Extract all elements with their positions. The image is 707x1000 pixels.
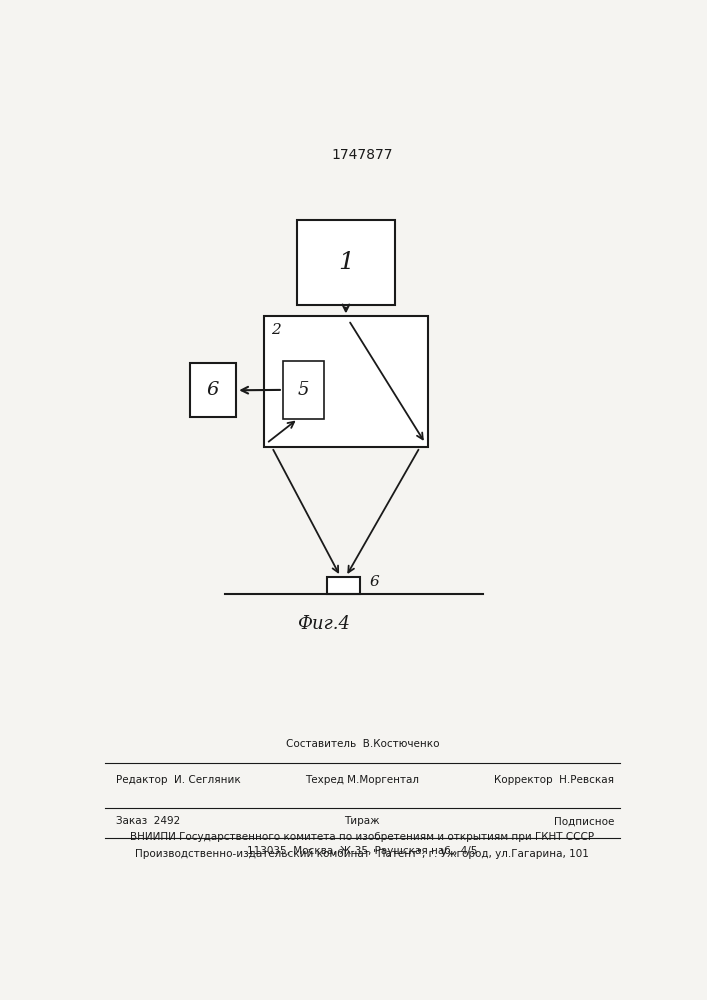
Text: ВНИИПИ Государственного комитета по изобретениям и открытиям при ГКНТ СССР: ВНИИПИ Государственного комитета по изоб… (130, 832, 595, 842)
Text: 2: 2 (271, 323, 281, 337)
Text: Заказ  2492: Заказ 2492 (116, 816, 180, 826)
Text: Тираж: Тираж (344, 816, 380, 826)
Bar (189, 363, 236, 417)
Text: 6: 6 (370, 575, 379, 589)
Text: Корректор  Н.Ревская: Корректор Н.Ревская (494, 775, 614, 785)
Text: 5: 5 (298, 381, 309, 399)
Text: Производственно-издательский комбинат "Патент", г. Ужгород, ул.Гагарина, 101: Производственно-издательский комбинат "П… (136, 849, 589, 859)
Text: Составитель  В.Костюченко: Составитель В.Костюченко (286, 739, 439, 749)
Text: 1: 1 (338, 251, 354, 274)
Text: 1747877: 1747877 (332, 148, 393, 162)
Bar (327, 577, 360, 594)
Text: 6: 6 (207, 381, 219, 399)
Bar (297, 220, 395, 305)
Text: 113035, Москва, Ж-35, Раушская наб., 4/5: 113035, Москва, Ж-35, Раушская наб., 4/5 (247, 846, 477, 856)
Text: Подписное: Подписное (554, 816, 614, 826)
Bar (264, 316, 428, 447)
Text: Техред М.Моргентал: Техред М.Моргентал (305, 775, 419, 785)
Text: Редактор  И. Сегляник: Редактор И. Сегляник (116, 775, 240, 785)
Bar (283, 361, 324, 419)
Text: Фиг.4: Фиг.4 (298, 615, 351, 633)
